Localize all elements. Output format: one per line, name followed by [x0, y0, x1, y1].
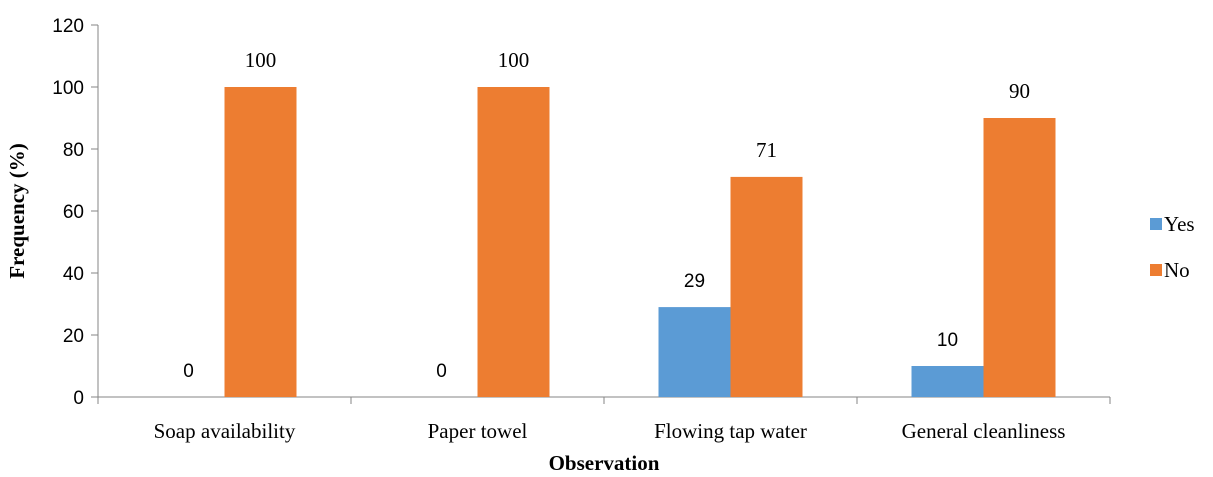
y-tick-label: 80 — [63, 140, 84, 161]
y-tick-label: 0 — [73, 388, 84, 409]
x-category-label: Soap availability — [154, 419, 296, 443]
data-label-no: 90 — [1009, 79, 1030, 103]
bar-no — [730, 176, 803, 397]
y-tick-label: 120 — [52, 16, 84, 37]
legend-swatch-no — [1150, 264, 1162, 276]
bar-no — [983, 118, 1056, 397]
x-category-label: General cleanliness — [902, 419, 1066, 443]
data-label-yes: 29 — [684, 271, 705, 292]
bar-yes — [911, 366, 984, 397]
bar-no — [224, 87, 297, 397]
legend-label-no: No — [1164, 258, 1190, 282]
bar-yes — [658, 307, 731, 397]
legend-swatch-yes — [1150, 218, 1162, 230]
data-label-no: 100 — [245, 48, 277, 72]
y-tick-label: 40 — [63, 264, 84, 285]
y-tick-label: 100 — [52, 78, 84, 99]
y-axis-title: Frequency (%) — [5, 143, 29, 279]
x-category-label: Flowing tap water — [654, 419, 807, 443]
data-label-no: 100 — [498, 48, 530, 72]
data-label-yes: 10 — [937, 330, 958, 351]
x-category-label: Paper towel — [428, 419, 528, 443]
bar-no — [477, 87, 550, 397]
data-label-yes: 0 — [183, 361, 194, 382]
legend-label-yes: Yes — [1164, 212, 1195, 236]
data-label-no: 71 — [756, 138, 777, 162]
data-label-yes: 0 — [436, 361, 447, 382]
x-axis-title: Observation — [549, 451, 660, 475]
y-tick-label: 60 — [63, 202, 84, 223]
y-tick-label: 20 — [63, 326, 84, 347]
legend: Yes No — [1150, 212, 1195, 282]
plot-area: 0 20 40 60 80 100 120 0 100 Soap availability 0 100… — [52, 16, 1111, 443]
